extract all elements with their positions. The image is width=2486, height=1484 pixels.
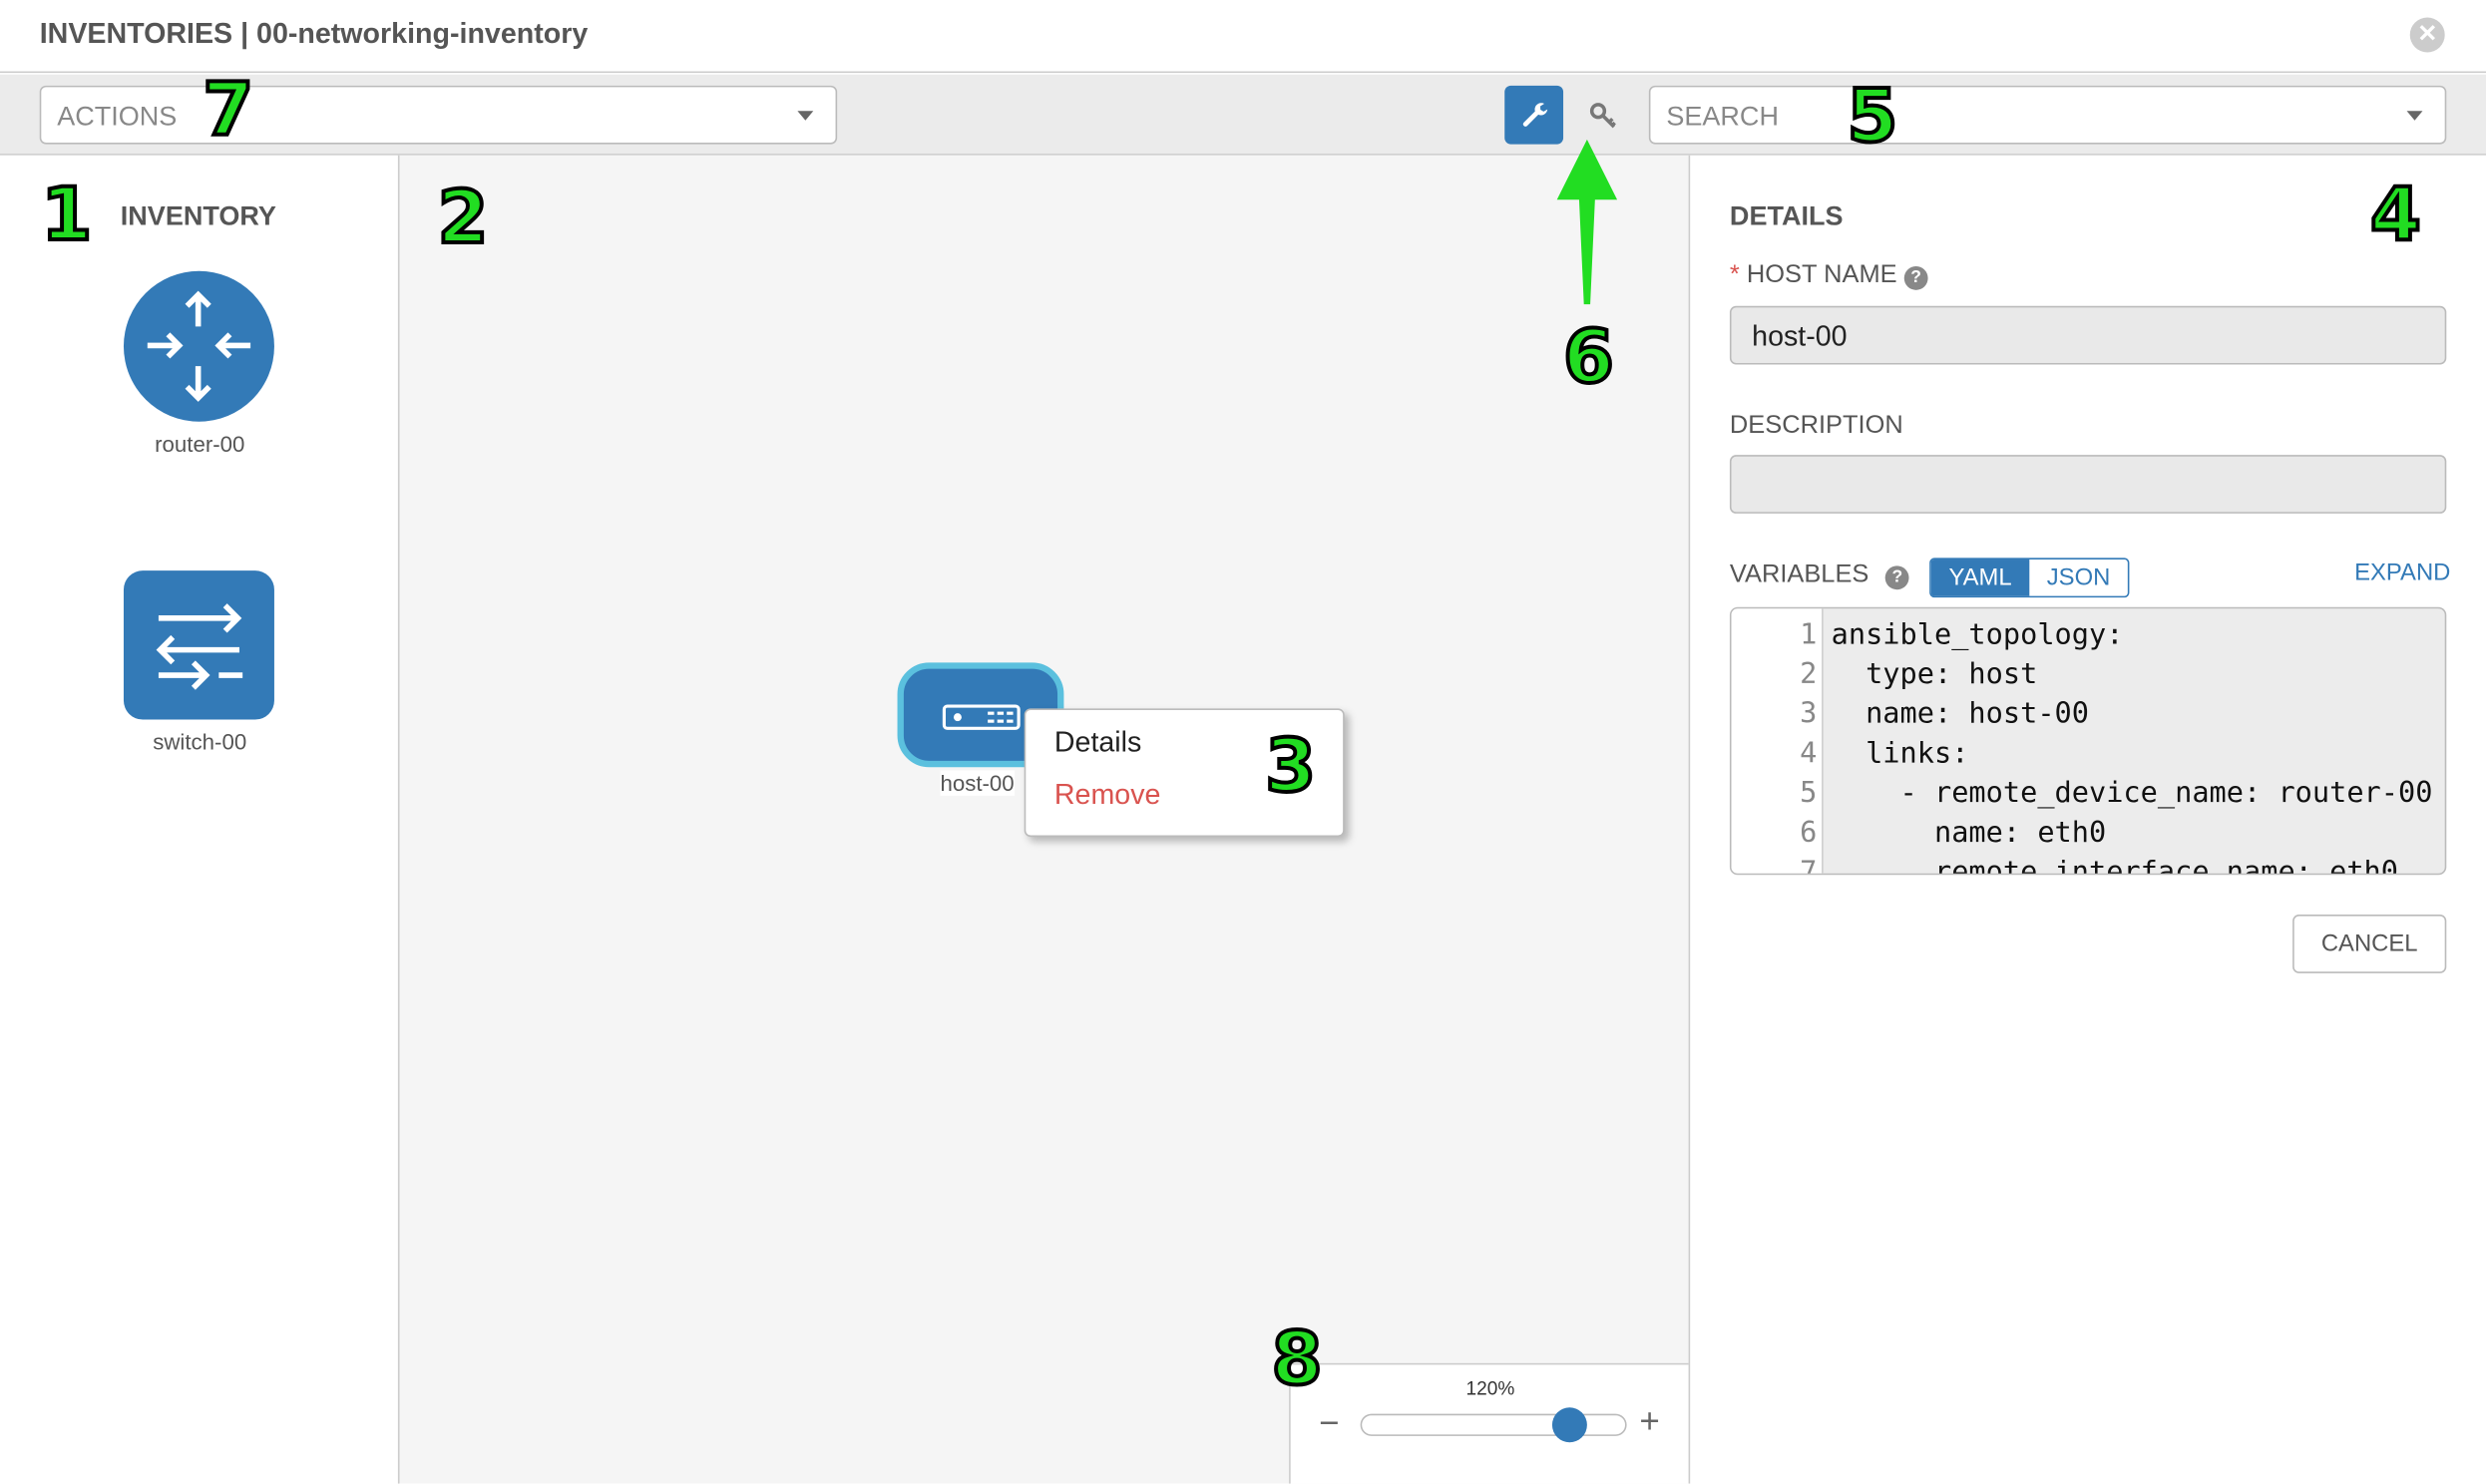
code-line: remote_interface_name: eth0 — [1831, 856, 2399, 876]
search-label: SEARCH — [1666, 101, 1779, 132]
code-line: name: eth0 — [1831, 816, 2107, 850]
topology-canvas[interactable]: host-00 Details Remove 120% − + — [399, 155, 1689, 1484]
json-toggle[interactable]: JSON — [2046, 563, 2111, 591]
code-line: ansible_topology: — [1831, 617, 2124, 652]
title-bar: INVENTORIES | 00-networking-inventory ✕ — [0, 0, 2486, 74]
host-name-label: HOST NAME — [1746, 261, 1897, 289]
expand-link[interactable]: EXPAND — [2354, 559, 2451, 587]
switch-label: switch-00 — [153, 729, 247, 755]
chevron-down-icon — [797, 111, 814, 121]
help-icon[interactable]: ? — [1885, 565, 1909, 590]
line-number: 1 — [1800, 617, 1818, 652]
key-button[interactable] — [1573, 86, 1632, 145]
line-number: 6 — [1800, 816, 1818, 850]
page-title: INVENTORIES | 00-networking-inventory — [39, 17, 589, 50]
zoom-in-button[interactable]: + — [1639, 1400, 1660, 1441]
zoom-out-button[interactable]: − — [1319, 1402, 1340, 1443]
context-menu: Details Remove — [1024, 708, 1345, 838]
callout-8: 8 — [1270, 1313, 1325, 1403]
line-gutter — [1731, 608, 1824, 874]
line-number: 2 — [1800, 657, 1818, 691]
host-name-input[interactable]: host-00 — [1729, 305, 2447, 365]
search-dropdown[interactable]: SEARCH — [1648, 85, 2447, 145]
inventory-panel: INVENTORY router-00 switch-00 — [0, 155, 400, 1484]
arrow-up-icon — [1556, 139, 1618, 305]
wrench-button[interactable] — [1504, 85, 1564, 145]
zoom-level: 120% — [1465, 1377, 1515, 1400]
callout-1: 1 — [39, 170, 94, 259]
switch-icon[interactable] — [123, 570, 274, 720]
callout-7: 7 — [201, 65, 255, 155]
description-input[interactable] — [1729, 455, 2447, 514]
yaml-toggle[interactable]: YAML — [1930, 559, 2030, 596]
chevron-down-icon — [2406, 111, 2423, 121]
actions-label: ACTIONS — [57, 101, 178, 132]
server-icon — [942, 704, 1021, 730]
host-node-label: host-00 — [940, 770, 1015, 796]
variables-editor[interactable]: 1 ansible_topology: 2 type: host 3 name: ho… — [1729, 606, 2447, 876]
zoom-widget: 120% − + — [1289, 1362, 1689, 1484]
callout-6: 6 — [1561, 312, 1616, 402]
callout-5: 5 — [1846, 71, 1900, 161]
callout-4: 4 — [2368, 170, 2423, 259]
callout-2: 2 — [436, 173, 491, 262]
variables-label: VARIABLES — [1729, 560, 1869, 588]
line-number: 7 — [1800, 856, 1818, 876]
details-title: DETAILS — [1729, 200, 1844, 232]
required-mark: * — [1729, 261, 1740, 289]
router-icon[interactable] — [123, 270, 274, 422]
zoom-slider-handle[interactable] — [1551, 1407, 1587, 1443]
router-label: router-00 — [155, 431, 245, 457]
line-number: 5 — [1800, 776, 1818, 811]
callout-3: 3 — [1263, 721, 1318, 811]
menu-item-details[interactable]: Details — [1053, 725, 1142, 758]
line-number: 4 — [1800, 737, 1818, 771]
code-line: type: host — [1831, 657, 2038, 691]
line-number: 3 — [1800, 697, 1818, 731]
description-label: DESCRIPTION — [1729, 412, 1903, 440]
close-icon[interactable]: ✕ — [2409, 17, 2445, 53]
wrench-icon — [1522, 102, 1547, 127]
cancel-button[interactable]: CANCEL — [2292, 915, 2447, 973]
key-icon — [1589, 102, 1616, 128]
inventory-title: INVENTORY — [120, 200, 276, 232]
help-icon[interactable]: ? — [1903, 266, 1928, 290]
code-line: links: — [1831, 737, 1969, 771]
actions-dropdown[interactable]: ACTIONS — [39, 85, 838, 145]
code-line: - remote_device_name: router-00 — [1831, 776, 2433, 811]
menu-item-remove[interactable]: Remove — [1053, 778, 1161, 811]
code-line: name: host-00 — [1831, 697, 2090, 731]
format-toggle: YAML JSON — [1929, 557, 2130, 598]
